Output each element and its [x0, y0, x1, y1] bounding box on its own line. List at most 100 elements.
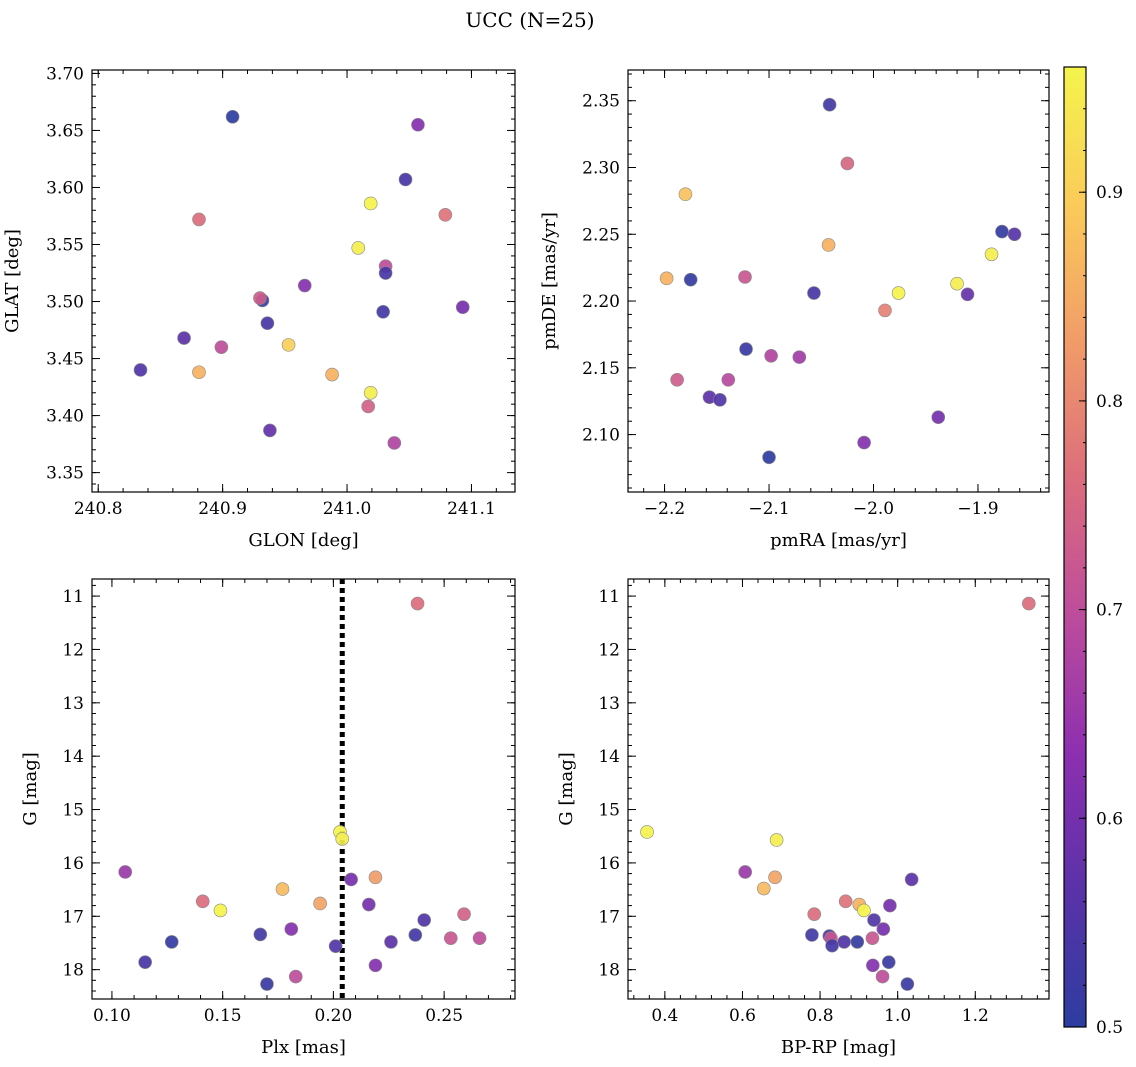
data-point: [164, 935, 179, 949]
panel-cmd: 0.4 0.6 0.8 1.0 1.2 11 12 13 14 15 16 17 18 BP-RP [ma…: [556, 578, 1050, 1058]
y-tick-label: 3.50: [46, 293, 84, 313]
colorbar-tick-label: 0.5: [1096, 1018, 1123, 1038]
panel-plx-g: 0.10 0.15 0.20 0.25 11 12 13 14 15 16 17 18 Plx [mas…: [20, 578, 516, 1058]
data-point: [837, 935, 851, 949]
data-point: [443, 931, 458, 945]
data-point: [362, 897, 376, 912]
data-point: [410, 596, 425, 611]
data-point: [857, 435, 871, 450]
data-point: [857, 903, 871, 918]
x-tick-label: −1.9: [957, 499, 998, 519]
x-axis-label: Plx [mas]: [261, 1037, 346, 1058]
data-point: [762, 450, 776, 465]
y-tick-label: 3.40: [46, 407, 84, 427]
y-tick-label: 2.15: [582, 359, 620, 379]
x-tick-label: 0.15: [204, 1006, 242, 1026]
x-tick-label: 0.20: [314, 1006, 352, 1026]
data-point: [378, 266, 393, 280]
data-point: [118, 865, 133, 879]
y-axis-label: pmDE [mas/yr]: [539, 212, 560, 350]
y-tick-label: 17: [62, 907, 84, 927]
x-tick-label: 240.9: [198, 499, 247, 519]
y-tick-label: 3.35: [46, 464, 84, 484]
data-point: [284, 922, 299, 936]
data-point: [457, 907, 471, 921]
y-tick-label: 11: [62, 587, 84, 607]
data-point: [792, 350, 807, 364]
data-point: [335, 832, 350, 846]
y-tick-label: 3.65: [46, 121, 84, 141]
x-axis-label: BP-RP [mag]: [781, 1037, 896, 1058]
x-tick-label: −2.1: [748, 499, 789, 519]
data-point: [984, 247, 999, 262]
data-point: [867, 913, 881, 927]
y-tick-label: 18: [598, 961, 620, 981]
y-tick-label: 17: [598, 907, 620, 927]
data-point: [670, 373, 684, 387]
y-tick-label: 2.35: [582, 92, 620, 112]
data-point: [721, 373, 736, 387]
data-point: [764, 348, 778, 363]
y-axis-label: G [mag]: [556, 752, 577, 825]
data-point: [891, 286, 906, 300]
data-point: [713, 393, 727, 407]
data-point: [865, 931, 880, 945]
data-point: [640, 825, 654, 839]
x-tick-label: −2.2: [644, 499, 685, 519]
data-point: [875, 969, 890, 984]
x-axis-label: pmRA [mas/yr]: [770, 530, 907, 551]
axes-frame: [91, 578, 516, 1000]
x-tick-label: 241.1: [447, 499, 496, 519]
data-point: [260, 316, 275, 331]
x-tick-label: 0.8: [807, 1006, 834, 1026]
data-point: [683, 272, 698, 287]
panel-pm: −2.2 −2.1 −2.0 −1.9 2.10 2.15 2.20 2.25 2.30 2.35…: [539, 69, 1050, 551]
data-point: [313, 896, 327, 911]
data-point: [213, 903, 228, 918]
x-tick-label: 1.0: [884, 1006, 911, 1026]
data-point: [133, 363, 148, 377]
data-point: [1022, 596, 1036, 611]
x-tick-label: 1.2: [962, 1006, 989, 1026]
data-point: [825, 938, 839, 953]
data-point: [398, 172, 413, 187]
x-tick-label: −2.0: [853, 499, 894, 519]
data-point: [281, 338, 296, 352]
data-point: [351, 241, 366, 255]
data-point: [960, 287, 975, 302]
x-tick-label: 0.25: [425, 1006, 463, 1026]
data-point: [822, 97, 837, 112]
y-tick-label: 14: [62, 747, 84, 767]
ticks: [628, 579, 1049, 999]
data-point: [225, 109, 240, 124]
y-tick-label: 18: [62, 961, 84, 981]
y-tick-label: 2.25: [582, 225, 620, 245]
data-point: [368, 958, 383, 973]
data-point: [195, 894, 210, 909]
data-point: [883, 898, 897, 913]
ticks: [628, 70, 1049, 492]
y-tick-label: 14: [598, 747, 620, 767]
data-point: [840, 156, 855, 171]
y-axis-label: GLAT [deg]: [2, 229, 23, 333]
data-point: [361, 399, 375, 414]
data-point: [757, 881, 771, 896]
colorbar-tick-label: 0.9: [1096, 183, 1123, 203]
data-point: [417, 913, 431, 927]
data-point: [275, 882, 290, 896]
data-point: [769, 833, 784, 847]
colorbar-frame: [1063, 66, 1087, 1028]
y-tick-label: 13: [598, 694, 620, 714]
data-point: [838, 894, 853, 909]
data-point: [344, 872, 358, 887]
colorbar: 0.5 0.6 0.7 0.8 0.9: [1063, 66, 1123, 1038]
data-point: [192, 365, 206, 380]
colorbar-fill: [1064, 67, 1086, 1027]
data-point: [328, 939, 343, 953]
x-tick-label: 240.8: [74, 499, 123, 519]
points: [640, 596, 1036, 991]
figure-title: UCC (N=25): [465, 8, 594, 32]
data-point: [192, 212, 206, 227]
y-tick-label: 15: [62, 801, 84, 821]
